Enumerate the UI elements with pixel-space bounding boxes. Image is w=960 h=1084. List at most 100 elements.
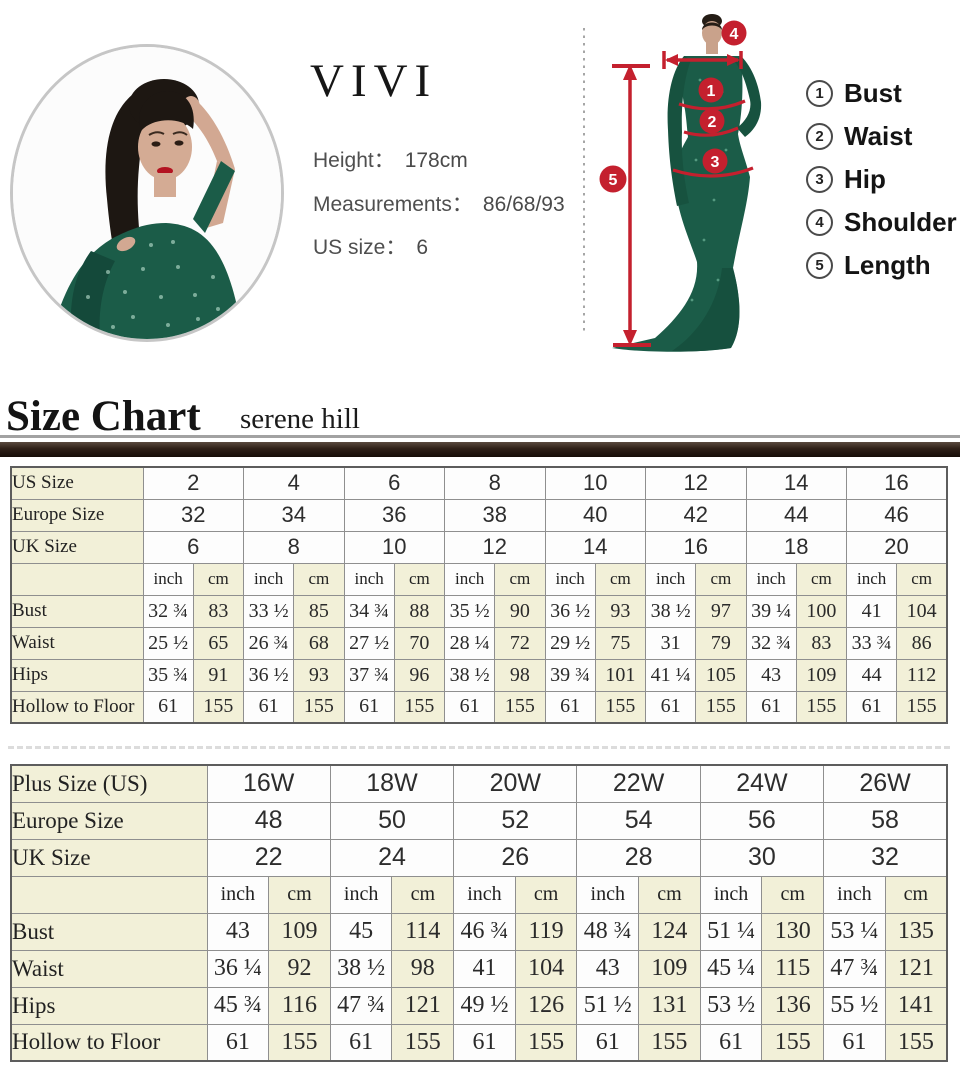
inch-value: 39 ¾ bbox=[544, 658, 596, 692]
inch-value: 33 ¾ bbox=[845, 626, 898, 660]
size-value: 16 bbox=[645, 530, 747, 564]
cm-value: 90 bbox=[494, 594, 546, 628]
marker-4-label: 4 bbox=[730, 26, 739, 43]
size-value: 12 bbox=[645, 466, 747, 500]
cm-value: 91 bbox=[192, 658, 245, 692]
inch-value: 48 ¾ bbox=[576, 912, 640, 951]
inch-value: 25 ½ bbox=[142, 626, 194, 660]
inch-value: 61 bbox=[453, 1023, 516, 1062]
size-value: 22W bbox=[576, 764, 701, 803]
cm-value: 155 bbox=[393, 690, 446, 724]
size-value: 24 bbox=[329, 838, 455, 877]
cm-value: 131 bbox=[638, 986, 701, 1025]
cm-value: 155 bbox=[795, 690, 848, 724]
cm-value: 112 bbox=[896, 658, 948, 692]
unit-cm: cm bbox=[391, 875, 455, 914]
inch-value: 55 ½ bbox=[823, 986, 886, 1025]
cm-value: 104 bbox=[514, 949, 578, 988]
standard-size-table: US Size 2 4 6 8 10 12 14 16 Europe Size 32 34 36 38 40… bbox=[10, 466, 948, 724]
inch-value: 49 ½ bbox=[453, 986, 516, 1025]
size-value: 18W bbox=[329, 764, 455, 803]
marker-2-label: 2 bbox=[708, 114, 717, 131]
size-value: 40 bbox=[544, 498, 646, 532]
row-label: Europe Size bbox=[10, 801, 208, 840]
legend-circle-3-icon: 3 bbox=[806, 166, 833, 193]
us-size-line: US size： 6 bbox=[313, 231, 428, 261]
measurements-line: Measurements： 86/68/93 bbox=[313, 188, 565, 218]
cm-value: 100 bbox=[795, 594, 848, 628]
inch-value: 36 ½ bbox=[544, 594, 596, 628]
inch-value: 38 ½ bbox=[329, 949, 393, 988]
inch-value: 45 ¾ bbox=[206, 986, 270, 1025]
model-photo-illustration bbox=[13, 47, 281, 339]
unit-cm: cm bbox=[884, 875, 948, 914]
legend-item-length: 5 Length bbox=[806, 244, 957, 287]
unit-inch: inch bbox=[576, 875, 640, 914]
row-label-empty bbox=[10, 875, 208, 914]
marker-1-bust bbox=[698, 77, 724, 103]
inch-value: 61 bbox=[242, 690, 295, 724]
size-value: 58 bbox=[823, 801, 948, 840]
cm-value: 141 bbox=[884, 986, 948, 1025]
size-value: 20 bbox=[846, 530, 948, 564]
measurement-legend: 1 Bust 2 Waist 3 Hip 4 Shoulder 5 Length bbox=[806, 72, 957, 287]
inch-value: 53 ¼ bbox=[823, 912, 886, 951]
cm-value: 109 bbox=[795, 658, 848, 692]
cm-value: 85 bbox=[293, 594, 345, 628]
inch-value: 43 bbox=[745, 658, 797, 692]
cm-value: 121 bbox=[391, 986, 455, 1025]
size-value: 26 bbox=[453, 838, 578, 877]
cm-value: 115 bbox=[761, 949, 825, 988]
size-value: 20W bbox=[453, 764, 578, 803]
inch-value: 38 ½ bbox=[644, 594, 697, 628]
cm-value: 155 bbox=[695, 690, 747, 724]
size-value: 24W bbox=[699, 764, 825, 803]
inch-value: 61 bbox=[343, 690, 395, 724]
inch-value: 43 bbox=[576, 949, 640, 988]
marker-1-label: 1 bbox=[707, 83, 716, 100]
cm-value: 126 bbox=[514, 986, 578, 1025]
size-value: 56 bbox=[699, 801, 825, 840]
measure-row: Waist 36 ¼ 92 38 ½ 98 41 104 43 109 45 ¼ 115 47 ¾ 12… bbox=[10, 949, 948, 988]
dark-divider-bar bbox=[0, 442, 960, 457]
cm-value: 70 bbox=[393, 626, 446, 660]
inch-value: 35 ½ bbox=[443, 594, 496, 628]
row-label: Bust bbox=[10, 912, 208, 951]
thin-divider bbox=[0, 435, 960, 438]
inch-value: 61 bbox=[329, 1023, 393, 1062]
unit-inch: inch bbox=[745, 562, 797, 596]
hip-line bbox=[672, 166, 754, 178]
unit-row: inch cm inch cm inch cm inch cm inch cm inch cm inch… bbox=[10, 562, 948, 596]
inch-value: 47 ¾ bbox=[329, 986, 393, 1025]
inch-value: 61 bbox=[544, 690, 596, 724]
size-chart-subtitle: serene hill bbox=[240, 403, 360, 435]
row-label: UK Size bbox=[10, 530, 144, 564]
unit-cm: cm bbox=[896, 562, 948, 596]
unit-cm: cm bbox=[594, 562, 647, 596]
size-value: 34 bbox=[243, 498, 345, 532]
row-label: US Size bbox=[10, 466, 144, 500]
cm-value: 136 bbox=[761, 986, 825, 1025]
inch-value: 61 bbox=[823, 1023, 886, 1062]
unit-cm: cm bbox=[494, 562, 546, 596]
size-value: 4 bbox=[243, 466, 345, 500]
cm-value: 155 bbox=[268, 1023, 331, 1062]
inch-value: 41 bbox=[453, 949, 516, 988]
inch-value: 26 ¾ bbox=[242, 626, 295, 660]
legend-label-bust: Bust bbox=[844, 78, 902, 108]
inch-value: 37 ¾ bbox=[343, 658, 395, 692]
inch-value: 36 ¼ bbox=[206, 949, 270, 988]
size-value: 8 bbox=[444, 466, 546, 500]
unit-cm: cm bbox=[638, 875, 701, 914]
size-value: 32 bbox=[823, 838, 948, 877]
cm-value: 121 bbox=[884, 949, 948, 988]
measure-row: Hips 45 ¾ 116 47 ¾ 121 49 ½ 126 51 ½ 131 53 ½ 136 5… bbox=[10, 986, 948, 1025]
legend-label-length: Length bbox=[844, 250, 931, 280]
row-label: Bust bbox=[10, 594, 144, 628]
unit-inch: inch bbox=[845, 562, 898, 596]
inch-value: 31 bbox=[644, 626, 697, 660]
cm-value: 86 bbox=[896, 626, 948, 660]
inch-value: 61 bbox=[699, 1023, 763, 1062]
size-value: 6 bbox=[343, 466, 445, 500]
marker-5-label: 5 bbox=[609, 172, 618, 189]
